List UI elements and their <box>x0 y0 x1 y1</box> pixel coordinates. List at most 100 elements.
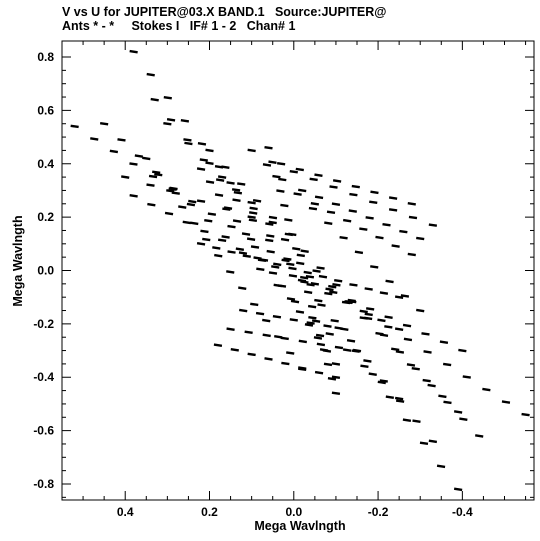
data-point <box>458 348 467 353</box>
data-point <box>271 265 280 269</box>
data-point <box>300 275 309 280</box>
data-point <box>184 141 193 146</box>
data-point <box>268 271 278 275</box>
data-point <box>348 209 357 213</box>
data-point <box>305 274 315 279</box>
data-point <box>394 396 404 401</box>
data-point <box>298 188 307 193</box>
x-tick-label: 0.0 <box>285 505 302 519</box>
data-point <box>330 318 339 323</box>
data-point <box>121 175 130 179</box>
data-point <box>171 191 180 195</box>
data-point <box>309 177 318 182</box>
y-tick-label: -0.6 <box>33 424 54 438</box>
data-point <box>402 418 412 423</box>
data-point <box>436 464 446 469</box>
data-point <box>288 266 297 271</box>
data-point <box>385 395 395 399</box>
data-point <box>306 321 315 325</box>
data-point <box>419 441 429 446</box>
data-point <box>316 266 325 270</box>
data-point <box>331 202 341 206</box>
data-point <box>239 308 248 313</box>
data-point <box>205 161 214 166</box>
data-point <box>70 124 79 129</box>
data-point <box>349 283 358 287</box>
data-point <box>164 211 174 216</box>
data-point <box>249 211 258 215</box>
data-point <box>304 323 314 327</box>
data-point <box>289 318 298 322</box>
data-point <box>146 72 155 77</box>
x-axis-title: Mega Wavlngth <box>254 519 345 533</box>
data-point <box>247 215 256 219</box>
data-point <box>377 380 386 385</box>
data-point <box>310 201 320 206</box>
data-point <box>359 316 368 320</box>
data-point <box>364 287 373 291</box>
data-point <box>283 257 292 261</box>
data-point <box>331 375 341 380</box>
data-point <box>359 309 368 314</box>
x-tick-label: 0.4 <box>117 505 134 519</box>
data-point <box>364 312 373 317</box>
data-point <box>308 206 318 211</box>
data-point <box>428 223 438 227</box>
data-point <box>352 348 362 353</box>
data-point <box>204 218 213 223</box>
data-point <box>215 178 225 182</box>
data-point <box>349 192 358 197</box>
data-point <box>134 154 144 158</box>
data-point <box>268 220 277 225</box>
data-point <box>459 417 468 421</box>
data-point <box>288 232 297 237</box>
data-point <box>346 339 356 343</box>
data-point <box>230 348 239 352</box>
data-point <box>328 284 337 289</box>
data-point <box>284 218 293 222</box>
data-point <box>146 183 155 187</box>
data-point <box>259 258 269 262</box>
data-point <box>334 345 344 350</box>
data-point <box>312 269 321 273</box>
x-tick-label: -0.2 <box>368 505 389 519</box>
data-point <box>303 270 312 275</box>
data-points <box>70 49 530 492</box>
data-point <box>306 282 315 287</box>
data-point <box>298 366 307 370</box>
data-point <box>288 274 298 278</box>
data-point <box>482 387 491 392</box>
data-point <box>354 250 364 255</box>
data-point <box>295 310 305 314</box>
data-point <box>196 242 206 246</box>
data-point <box>217 175 227 179</box>
data-point <box>395 350 405 354</box>
data-point <box>196 167 206 171</box>
data-point <box>439 340 449 345</box>
data-point <box>186 202 196 207</box>
data-point <box>286 297 296 301</box>
data-point <box>324 221 333 225</box>
data-point <box>233 190 243 195</box>
data-point <box>377 318 386 323</box>
data-point <box>117 138 126 142</box>
data-point <box>307 304 317 309</box>
data-point <box>147 202 156 207</box>
data-point <box>325 287 334 292</box>
data-point <box>244 330 253 335</box>
data-point <box>238 251 248 255</box>
data-point <box>296 253 305 258</box>
data-point <box>394 327 404 331</box>
data-point <box>314 173 323 177</box>
data-point <box>388 196 398 200</box>
data-point <box>265 238 274 243</box>
data-point <box>214 253 223 258</box>
data-point <box>369 200 378 205</box>
data-point <box>200 229 209 234</box>
data-point <box>323 324 332 328</box>
data-point <box>315 333 325 338</box>
data-point <box>247 148 256 153</box>
data-point <box>296 261 305 266</box>
data-point <box>388 208 398 212</box>
